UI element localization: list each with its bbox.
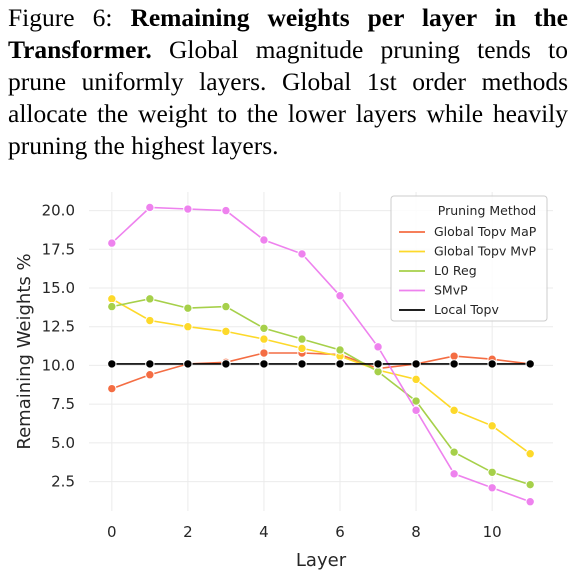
data-point xyxy=(259,334,269,344)
data-point xyxy=(145,315,155,326)
data-point xyxy=(221,301,231,312)
data-point xyxy=(335,291,345,301)
data-point xyxy=(373,359,383,369)
x-tick-label: 0 xyxy=(107,523,117,541)
x-tick-label: 2 xyxy=(183,523,193,541)
data-point xyxy=(335,345,345,355)
caption-title: Remaining weights per layer in the Trans… xyxy=(8,3,568,64)
data-point xyxy=(449,351,459,361)
data-point xyxy=(411,405,421,416)
data-point xyxy=(411,396,421,406)
caption-body: Global magnitude pruning tends to prune … xyxy=(8,35,569,160)
legend-label: SMvP xyxy=(434,283,468,298)
data-point xyxy=(525,497,535,507)
series-1 xyxy=(107,294,535,459)
data-point xyxy=(259,348,269,358)
y-tick-label: 2.5 xyxy=(51,473,75,491)
legend-label: Local Topv xyxy=(434,302,499,317)
data-point xyxy=(297,334,307,344)
data-point xyxy=(145,359,155,369)
data-point xyxy=(449,405,459,416)
series-4 xyxy=(107,359,535,369)
x-tick-label: 10 xyxy=(483,523,502,541)
data-point xyxy=(297,359,307,369)
data-point xyxy=(335,359,345,369)
series-lines xyxy=(107,202,535,507)
legend-entry: Global Topv MvP xyxy=(399,244,536,259)
data-point xyxy=(259,235,269,245)
data-point xyxy=(373,366,383,377)
data-point xyxy=(107,383,117,394)
figure-caption: Figure 6: Remaining weights per layer in… xyxy=(8,2,568,162)
data-point xyxy=(107,238,117,248)
data-point xyxy=(259,359,269,369)
data-point xyxy=(525,359,535,369)
data-point xyxy=(145,370,155,380)
series-line xyxy=(111,297,531,486)
y-tick-label: 15.0 xyxy=(42,279,75,297)
data-point xyxy=(259,323,269,333)
data-point xyxy=(183,303,193,313)
data-point xyxy=(183,322,193,332)
legend: Pruning Method Global Topv MaP Global Topv… xyxy=(390,195,548,322)
data-point xyxy=(183,359,193,369)
legend-title: Pruning Method xyxy=(438,203,537,218)
data-point xyxy=(297,343,307,354)
x-axis-label: Layer xyxy=(296,550,347,571)
data-point xyxy=(411,359,421,369)
data-point xyxy=(297,249,307,259)
y-axis-label: Remaining Weights % xyxy=(14,253,35,449)
legend-entry: Global Topv MaP xyxy=(399,224,537,239)
y-tick-label: 12.5 xyxy=(42,318,75,336)
y-tick-label: 10.0 xyxy=(42,356,75,374)
data-point xyxy=(145,294,155,304)
legend-entry: SMvP xyxy=(399,283,468,298)
data-point xyxy=(411,374,421,385)
series-3 xyxy=(107,202,535,507)
data-point xyxy=(525,449,535,459)
legend-entry: L0 Reg xyxy=(399,263,477,278)
data-point xyxy=(221,205,231,216)
data-point xyxy=(107,359,117,369)
data-point xyxy=(487,421,497,431)
y-tick-label: 20.0 xyxy=(42,202,75,220)
legend-entry: Local Topv xyxy=(399,302,499,317)
data-point xyxy=(449,469,459,479)
data-point xyxy=(183,204,193,214)
legend-box xyxy=(390,195,548,322)
y-tick-label: 17.5 xyxy=(42,240,75,258)
caption-label: Figure 6: xyxy=(8,3,113,32)
data-point xyxy=(487,359,497,369)
line-chart: 0 2 4 6 8 10 2.5 5.0 7.5 10.0 12.5 15.0 17.5 20.0 Laye… xyxy=(14,192,553,571)
legend-label: Global Topv MvP xyxy=(434,244,536,259)
data-point xyxy=(107,294,117,304)
series-line xyxy=(111,206,531,503)
data-point xyxy=(145,202,155,213)
y-tick-label: 7.5 xyxy=(51,395,75,413)
data-point xyxy=(107,301,117,312)
data-point xyxy=(449,359,459,369)
data-point xyxy=(373,342,383,352)
x-tick-label: 6 xyxy=(335,523,345,541)
axes: 0 2 4 6 8 10 2.5 5.0 7.5 10.0 12.5 15.0 17.5 20.0 Laye… xyxy=(14,202,502,571)
data-point xyxy=(487,467,497,477)
data-point xyxy=(449,447,459,457)
series-line xyxy=(111,352,531,390)
data-point xyxy=(221,326,231,337)
data-point xyxy=(487,483,497,493)
legend-label: Global Topv MaP xyxy=(434,224,537,239)
x-tick-label: 4 xyxy=(259,523,269,541)
legend-label: L0 Reg xyxy=(434,263,477,278)
y-tick-label: 5.0 xyxy=(51,434,75,452)
x-tick-label: 8 xyxy=(411,523,421,541)
data-point xyxy=(221,359,231,369)
data-point xyxy=(525,479,535,490)
series-2 xyxy=(107,294,535,490)
series-line xyxy=(111,298,531,455)
